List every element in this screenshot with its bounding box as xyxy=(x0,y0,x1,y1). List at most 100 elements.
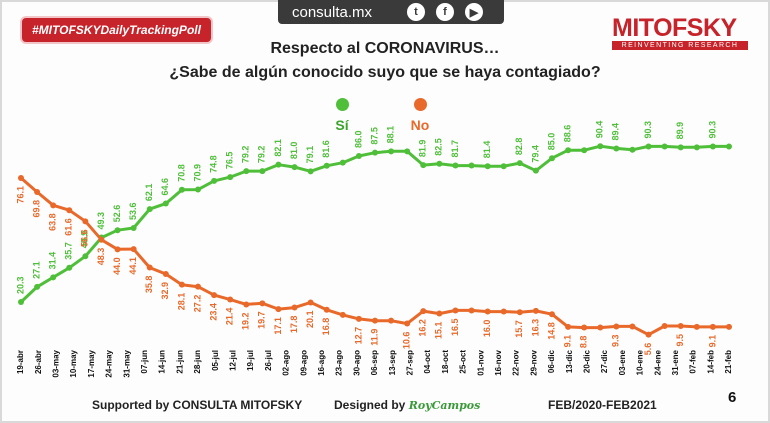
data-label-no: 9.1 xyxy=(562,335,572,348)
data-point-si xyxy=(307,168,314,175)
data-point-si xyxy=(500,163,507,170)
data-label-si: 53.6 xyxy=(128,202,138,220)
data-point-si xyxy=(549,155,555,162)
data-point-no xyxy=(597,324,604,331)
data-point-no xyxy=(372,317,378,324)
legend-item-si: Sí xyxy=(322,98,362,133)
data-label-si: 90.3 xyxy=(707,121,717,139)
footer-designed: Designed by RoyCampos xyxy=(334,398,480,412)
data-point-no xyxy=(146,264,153,271)
legend-label-no: No xyxy=(410,117,430,133)
data-point-si xyxy=(629,146,636,153)
data-label-si: 64.6 xyxy=(160,178,170,196)
legend-dot-no xyxy=(413,98,427,111)
x-tick-label: 30-ago xyxy=(352,350,361,376)
data-point-si xyxy=(436,160,443,167)
x-tick-label: 09-ago xyxy=(299,350,308,376)
data-point-si xyxy=(323,162,330,169)
twitter-icon[interactable]: t xyxy=(407,3,425,21)
data-point-no xyxy=(227,296,234,303)
data-point-si xyxy=(516,160,523,167)
data-point-no xyxy=(452,307,459,314)
data-label-si: 27.1 xyxy=(31,261,41,279)
data-point-si xyxy=(661,143,668,150)
data-point-no xyxy=(339,311,346,318)
data-label-si: 88.1 xyxy=(385,126,395,144)
data-label-no: 16.8 xyxy=(321,318,331,336)
data-point-si xyxy=(645,143,652,150)
data-point-si xyxy=(372,149,378,156)
data-point-si xyxy=(452,162,459,169)
data-label-no: 17.8 xyxy=(289,316,299,334)
x-tick-label: 16-nov xyxy=(494,349,503,375)
site-link[interactable]: consulta.mx xyxy=(292,3,373,21)
x-tick-label: 16-ago xyxy=(317,350,326,376)
data-label-no: 27.2 xyxy=(192,295,202,313)
data-point-no xyxy=(66,207,73,214)
data-point-si xyxy=(597,143,604,150)
data-label-no: 5.6 xyxy=(643,343,653,356)
data-point-no xyxy=(18,175,24,181)
data-point-no xyxy=(484,308,491,315)
data-point-no xyxy=(98,236,105,243)
data-label-si: 79.4 xyxy=(530,145,540,163)
data-label-si: 20.3 xyxy=(15,276,25,294)
data-point-si xyxy=(82,253,89,260)
data-label-no: 56.6 xyxy=(80,229,90,247)
x-tick-label: 26-jul xyxy=(264,350,273,371)
data-point-si xyxy=(613,145,620,152)
data-label-si: 40.9 xyxy=(80,231,90,249)
data-label-no: 19.7 xyxy=(257,311,267,329)
data-label-no: 63.8 xyxy=(48,213,58,231)
x-tick-label: 29-nov xyxy=(529,349,538,375)
data-label-si: 79.2 xyxy=(241,146,251,164)
chart-subtitle: ¿Sabe de algún conocido suyo que se haya… xyxy=(169,64,601,81)
data-point-no xyxy=(388,317,395,324)
data-point-no xyxy=(307,299,314,306)
x-tick-label: 17-may xyxy=(87,349,96,377)
footer-designer: RoyCampos xyxy=(408,399,481,412)
x-tick-label: 27-dic xyxy=(600,349,609,373)
data-label-si: 90.4 xyxy=(595,121,605,139)
logo-subtitle: REINVENTING RESEARCH xyxy=(612,41,748,50)
data-label-no: 10.6 xyxy=(402,332,412,350)
legend-label-si: Sí xyxy=(335,117,349,133)
data-point-si xyxy=(66,264,73,271)
data-label-si: 81.4 xyxy=(482,141,492,159)
data-label-no: 9.1 xyxy=(707,335,717,348)
data-point-si xyxy=(34,283,41,290)
x-tick-label: 05-jul xyxy=(211,350,220,371)
data-label-no: 19.2 xyxy=(241,312,251,330)
x-tick-label: 10-may xyxy=(69,349,78,377)
data-label-no: 48.3 xyxy=(96,248,106,266)
data-point-si xyxy=(532,167,539,174)
data-point-no xyxy=(645,331,652,338)
data-label-no: 21.4 xyxy=(225,308,235,326)
data-point-no xyxy=(516,309,523,316)
data-point-si xyxy=(146,206,153,213)
data-point-no xyxy=(613,323,620,330)
x-tick-label: 07-feb xyxy=(689,350,698,374)
x-tick-label: 23-ago xyxy=(335,350,344,376)
data-point-no xyxy=(275,306,282,313)
x-tick-label: 22-nov xyxy=(512,349,521,375)
data-point-si xyxy=(565,147,572,154)
data-label-si: 70.9 xyxy=(192,164,202,182)
youtube-icon[interactable]: ▶ xyxy=(465,3,483,21)
data-point-no xyxy=(661,323,668,329)
data-label-si: 82.1 xyxy=(273,139,283,157)
footer-designed-label: Designed by xyxy=(334,398,406,412)
footer-supported: Supported by CONSULTA MITOFSKY xyxy=(92,398,303,412)
data-label-no: 17.1 xyxy=(273,317,283,335)
data-point-no xyxy=(178,281,185,288)
data-point-no xyxy=(195,283,201,290)
data-label-no: 28.1 xyxy=(176,293,186,311)
data-point-no xyxy=(420,308,427,315)
data-point-no xyxy=(323,306,330,313)
facebook-icon[interactable]: f xyxy=(436,3,454,21)
data-point-no xyxy=(82,218,89,225)
data-label-no: 20.1 xyxy=(305,310,315,328)
data-point-si xyxy=(693,144,700,151)
